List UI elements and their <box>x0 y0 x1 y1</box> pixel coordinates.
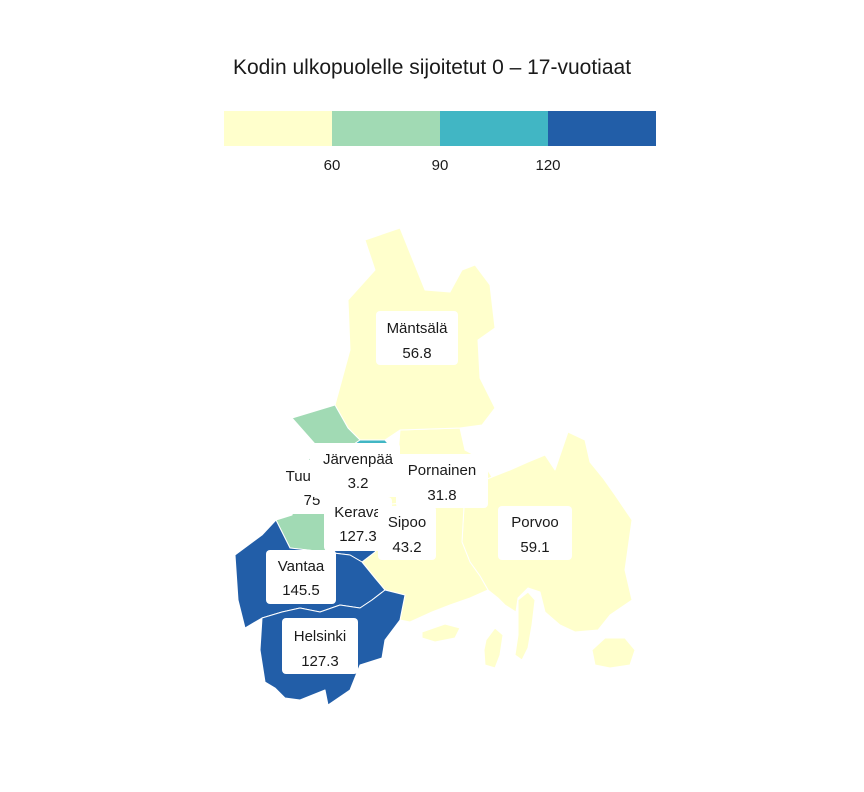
label-vantaa-value: 145.5 <box>282 582 320 599</box>
label-mantsala: Mäntsälä 56.8 <box>376 311 458 365</box>
label-helsinki: Helsinki 127.3 <box>282 618 358 674</box>
map-title: Kodin ulkopuolelle sijoitetut 0 – 17-vuo… <box>232 56 632 79</box>
label-jarvenpaa: Järvenpää 3.2 <box>310 443 400 497</box>
color-legend: 60 90 120 <box>224 111 656 174</box>
label-jarvenpaa-name: Järvenpää <box>323 451 394 468</box>
label-mantsala-name: Mäntsälä <box>387 320 449 337</box>
legend-swatch-3 <box>440 111 548 146</box>
label-sipoo-value: 43.2 <box>392 539 421 556</box>
label-helsinki-name: Helsinki <box>294 628 347 645</box>
legend-swatch-2 <box>332 111 440 146</box>
label-jarvenpaa-value: 3.2 <box>348 475 369 492</box>
label-sipoo-name: Sipoo <box>388 514 426 531</box>
label-kerava: Kerava 127.3 <box>324 497 392 551</box>
label-kerava-value: 127.3 <box>339 528 377 545</box>
region-labels: Mäntsälä 56.8 Porvoo 59.1 Pornainen 31.8… <box>266 311 572 674</box>
legend-tick-90: 90 <box>432 157 449 174</box>
label-mantsala-value: 56.8 <box>402 345 431 362</box>
label-pornainen-value: 31.8 <box>427 487 456 504</box>
island-2 <box>483 627 504 669</box>
label-vantaa: Vantaa 145.5 <box>266 550 336 604</box>
label-sipoo: Sipoo 43.2 <box>378 506 436 560</box>
label-vantaa-name: Vantaa <box>278 558 325 575</box>
island-4 <box>591 637 636 669</box>
label-pornainen: Pornainen 31.8 <box>396 454 488 508</box>
label-helsinki-value: 127.3 <box>301 653 339 670</box>
legend-tick-120: 120 <box>535 157 560 174</box>
label-porvoo-name: Porvoo <box>511 514 559 531</box>
legend-tick-60: 60 <box>324 157 341 174</box>
legend-swatch-4 <box>548 111 656 146</box>
island-1 <box>421 623 461 643</box>
legend-swatch-1 <box>224 111 332 146</box>
island-3 <box>514 591 536 661</box>
label-porvoo-value: 59.1 <box>520 539 549 556</box>
label-porvoo: Porvoo 59.1 <box>498 506 572 560</box>
label-kerava-name: Kerava <box>334 504 382 521</box>
label-pornainen-name: Pornainen <box>408 462 476 479</box>
